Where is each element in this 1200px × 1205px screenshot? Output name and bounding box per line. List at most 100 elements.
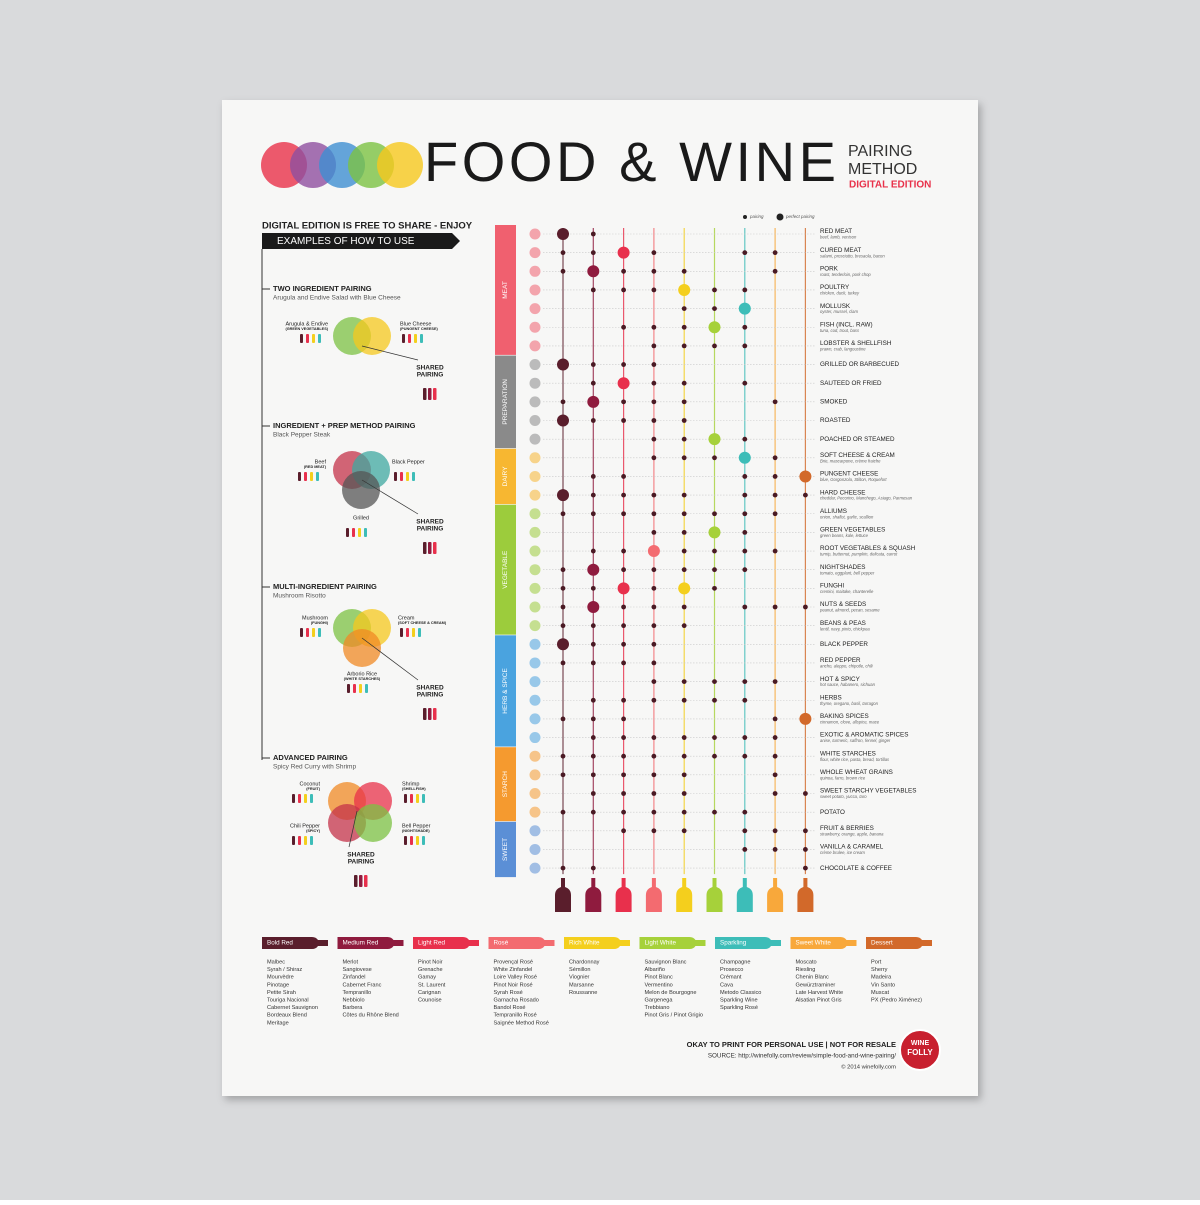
variety: Prosecco [720,967,743,973]
pointer [361,345,419,361]
variety: Cabernet Sauvignon [267,1005,318,1011]
food-detail: lentil, navy, pinto, chickpea [820,626,870,631]
food-name: PUNGENT CHEESE [820,471,878,478]
food-detail: quinoa, farro, brown rice [820,775,866,780]
food-icon [529,806,541,818]
pairing-dot [587,601,600,613]
pairing-dot [712,753,717,759]
mini-bottle [316,472,319,481]
pairing-dot [708,526,721,539]
mini-bottle [306,628,309,637]
food-detail: roast, tenderloin, pork chop [820,272,871,277]
ingredient-kind: (PUNGENT CHEESE) [400,327,438,331]
wine-type: Dessert [871,940,893,947]
pairing-dot [621,362,626,367]
ingredient-kind: (SPICY) [306,829,321,833]
variety: Syrah Rosé [494,990,523,996]
category-label: STARCH [502,771,509,798]
pairing-dot [738,451,751,464]
food-name: POTATO [820,809,845,816]
mini-bottle [406,472,409,481]
food-detail: beef, lamb, venison [820,235,857,240]
pairing-dot [557,489,569,502]
mini-bottle [410,836,413,845]
food-icon [529,638,541,650]
pairing-dot [560,567,566,573]
wine-type: Sparkling [720,940,747,947]
wine-label-bar [488,937,555,949]
pairing-dot [772,455,778,461]
food-icon [529,582,541,594]
food-icon [529,489,541,501]
food-icon [529,452,541,464]
pairing-dot [560,585,566,591]
variety: Provençal Rosé [494,959,534,965]
variety: Marsanne [569,982,594,988]
pairing-dot [681,306,687,311]
mini-bottle [292,836,295,845]
food-icon [529,228,541,240]
mini-bottle [394,472,397,481]
mini-bottle [304,794,307,803]
food-name: CHOCOLATE & COFFEE [820,865,892,872]
pairing-dot [742,735,748,740]
mini-bottle [300,628,303,637]
pairing-dot [651,380,657,386]
variety: Port [871,959,882,965]
pairing-dot [742,474,748,479]
pairing-dot [590,250,596,256]
mini-bottle [412,472,415,481]
variety: Sangiovese [343,967,372,973]
pairing-dot [560,772,566,778]
wine-bottle [797,878,814,912]
food-icon [529,526,541,538]
venn-circle [353,317,391,355]
pairing-dot [772,735,778,740]
pairing-dot [712,548,717,554]
wine-bottle [736,878,753,912]
pairing-dot [590,716,596,722]
example-title: INGREDIENT + PREP METHOD PAIRING [273,421,416,430]
category-bar [495,225,516,355]
pairing-dot [681,268,687,274]
food-icon [529,321,541,333]
pairing-dot [681,455,687,461]
pairing-dot [651,343,657,349]
pairing-dot [621,492,626,498]
pairing-dot [742,847,748,852]
variety: Roussanne [569,990,597,996]
pairing-dot [560,716,566,722]
pairing-dot [772,250,778,256]
shared-label: SHARED [416,365,444,372]
category-label: DAIRY [502,466,509,486]
wine-bottle [676,878,693,912]
wine-label-bar [564,937,630,949]
pairing-dot [772,268,778,274]
shared-bottle [354,875,358,887]
food-name: SAUTEED OR FRIED [820,380,882,387]
food-icon [529,825,541,837]
ingredient-label: Beef [315,459,327,465]
wine-type: Sweet White [796,940,832,947]
pairing-dot [590,865,596,871]
variety: Carignan [418,990,441,996]
pairing-dot [560,511,566,517]
ingredient-label: Arugula & Endive [286,321,329,327]
banner [262,233,460,249]
pairing-dot [651,511,657,517]
food-name: BEANS & PEAS [820,620,866,627]
example-title: TWO INGREDIENT PAIRING [273,284,372,293]
pairing-dot [742,548,748,554]
food-detail: salami, prosciutto, bresaola, bacon [820,253,885,258]
variety: Vin Santo [871,982,895,988]
pairing-dot [742,679,748,684]
food-detail: Brie, mascarpone, crème fraiche [820,458,881,463]
pairing-dot [681,809,687,815]
pairing-dot [647,545,660,558]
example-subtitle: Arugula and Endive Salad with Blue Chees… [273,295,401,302]
wine-bottle [585,878,602,912]
mini-bottle [410,794,413,803]
variety: Nebbiolo [343,997,365,1003]
food-icon [529,508,541,520]
food-name: ROASTED [820,417,851,424]
